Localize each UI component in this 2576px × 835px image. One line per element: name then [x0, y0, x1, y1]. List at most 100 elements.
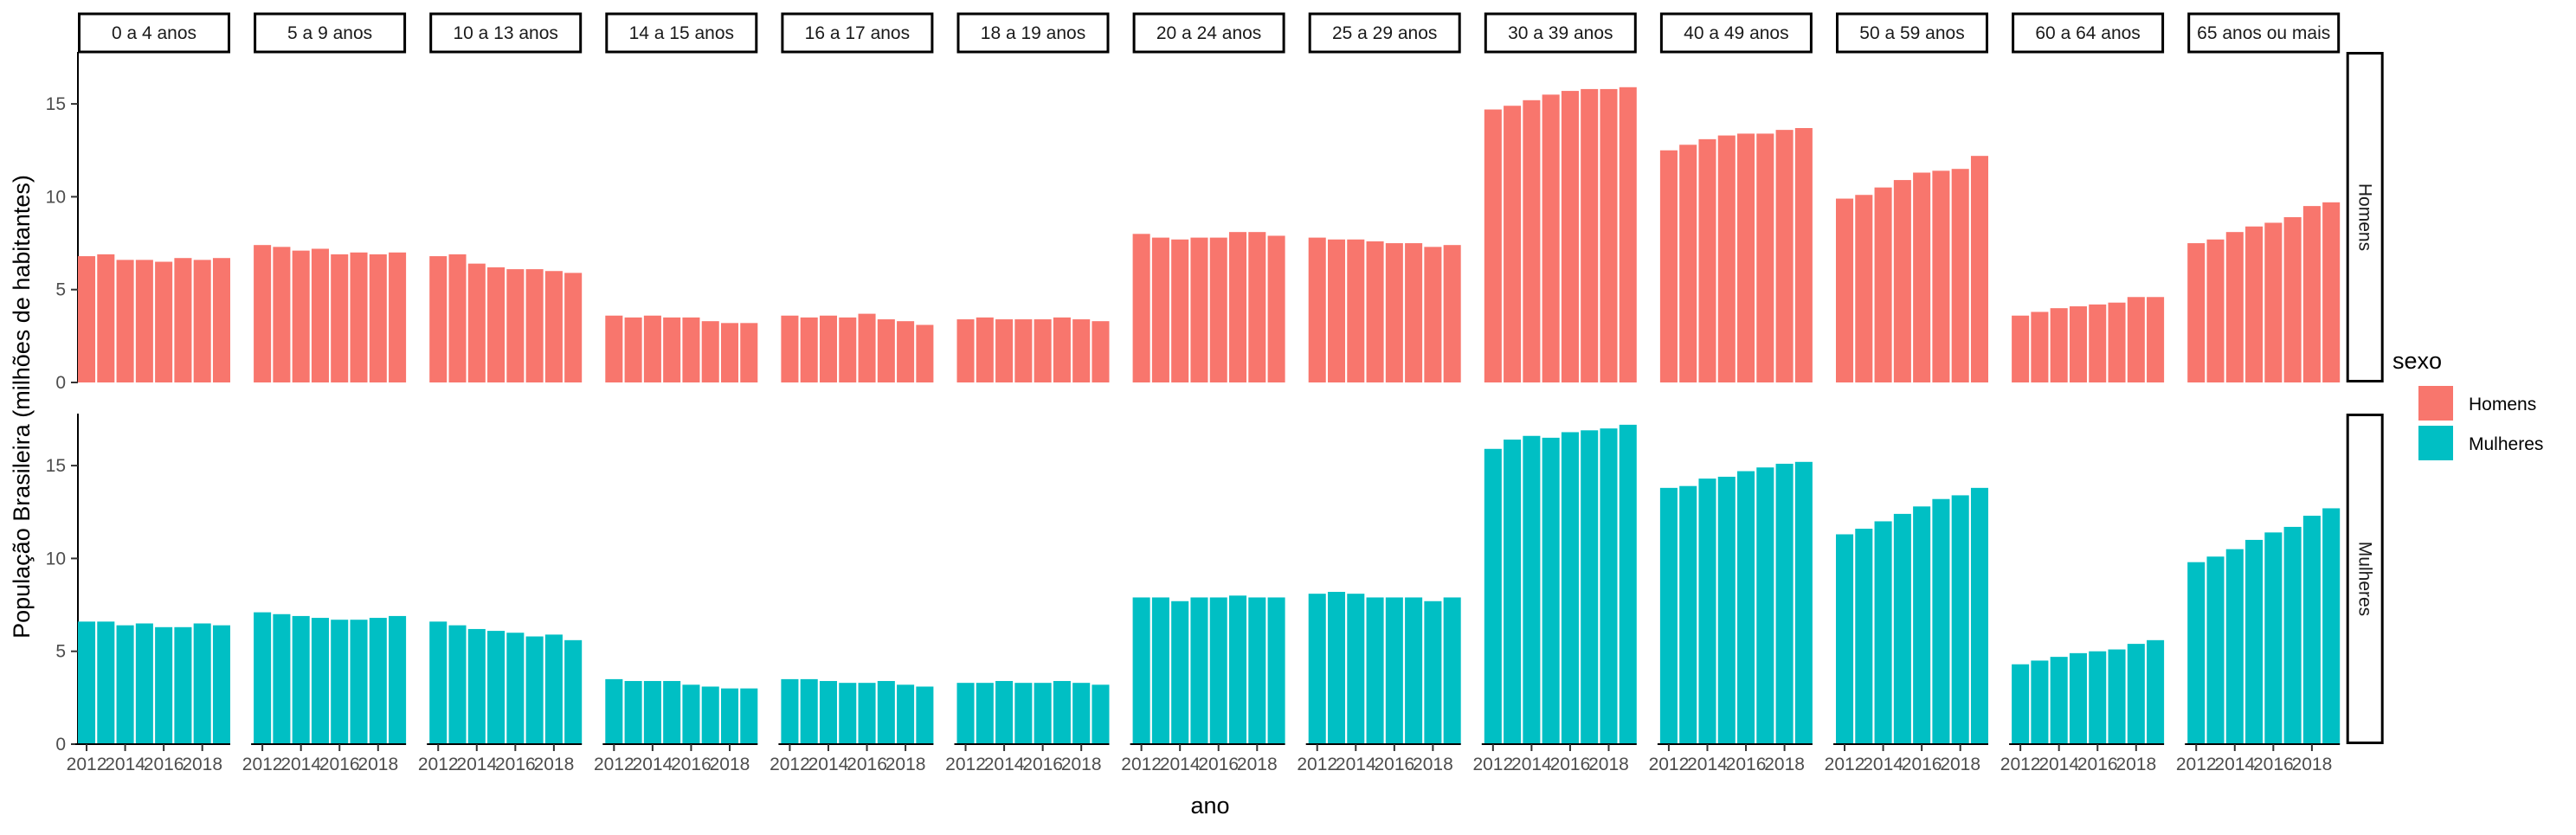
- x-tick-label: 2018: [1764, 755, 1805, 774]
- bar-mulheres-20-a-24-anos-2016: [1209, 597, 1227, 744]
- facet-strip-0-a-4-anos: [78, 12, 230, 54]
- facet-strip-14-a-15-anos: [605, 12, 758, 54]
- bar-mulheres-5-a-9-anos-2012: [254, 612, 272, 744]
- x-tick-label: 2012: [418, 755, 459, 774]
- bar-mulheres-20-a-24-anos-2012: [1132, 597, 1150, 744]
- bar-mulheres-65-anos-ou-mais-2012: [2187, 562, 2206, 744]
- x-tick-label: 2016: [1726, 755, 1767, 774]
- bar-homens-5-a-9-anos-2014: [292, 250, 310, 382]
- bar-mulheres-10-a-13-anos-2012: [429, 621, 448, 744]
- bar-mulheres-50-a-59-anos-2014: [1874, 521, 1892, 744]
- x-tick-label: 2018: [1588, 755, 1629, 774]
- bar-homens-20-a-24-anos-2019: [1267, 235, 1285, 382]
- bar-mulheres-5-a-9-anos-2013: [273, 613, 291, 744]
- bar-mulheres-25-a-29-anos-2019: [1443, 597, 1461, 744]
- bar-mulheres-14-a-15-anos-2014: [643, 681, 661, 744]
- bar-homens-18-a-19-anos-2012: [956, 319, 975, 382]
- bar-homens-14-a-15-anos-2015: [663, 317, 681, 382]
- bar-mulheres-5-a-9-anos-2018: [369, 618, 387, 744]
- bar-mulheres-10-a-13-anos-2015: [487, 631, 506, 744]
- facet-strip-label-20-a-24-anos: 20 a 24 anos: [1156, 23, 1261, 43]
- bar-homens-30-a-39-anos-2012: [1484, 109, 1502, 383]
- bar-mulheres-10-a-13-anos-2014: [467, 628, 486, 744]
- bar-homens-10-a-13-anos-2014: [467, 263, 486, 382]
- facet-strip-label-14-a-15-anos: 14 a 15 anos: [629, 23, 734, 43]
- bar-homens-10-a-13-anos-2015: [487, 267, 506, 382]
- bar-mulheres-0-a-4-anos-2019: [212, 625, 230, 744]
- bar-homens-50-a-59-anos-2015: [1893, 180, 1911, 382]
- bar-mulheres-65-anos-ou-mais-2014: [2225, 549, 2244, 744]
- facet-strip-10-a-13-anos: [429, 12, 583, 54]
- facet-strip-label-50-a-59-anos: 50 a 59 anos: [1859, 23, 1964, 43]
- bar-homens-50-a-59-anos-2018: [1951, 169, 1969, 382]
- bar-mulheres-60-a-64-anos-2015: [2069, 652, 2087, 744]
- bar-mulheres-18-a-19-anos-2016: [1034, 683, 1052, 744]
- x-tick-label: 2014: [105, 755, 145, 774]
- x-tick-label: 2014: [456, 755, 497, 774]
- bar-homens-20-a-24-anos-2015: [1190, 237, 1208, 382]
- bar-homens-0-a-4-anos-2019: [212, 258, 230, 382]
- bar-mulheres-14-a-15-anos-2012: [605, 678, 623, 744]
- bar-mulheres-14-a-15-anos-2018: [720, 688, 739, 744]
- bar-homens-60-a-64-anos-2014: [2050, 308, 2068, 382]
- bar-homens-16-a-17-anos-2017: [877, 319, 895, 382]
- bar-homens-50-a-59-anos-2012: [1836, 198, 1854, 382]
- bar-mulheres-65-anos-ou-mais-2013: [2206, 556, 2225, 744]
- bar-homens-25-a-29-anos-2019: [1443, 245, 1461, 382]
- bar-mulheres-60-a-64-anos-2017: [2108, 649, 2126, 744]
- y-tick-label: 0: [55, 735, 66, 755]
- row-strip-homens: [2346, 52, 2384, 382]
- x-tick-label: 2014: [1863, 755, 1903, 774]
- x-tick-label: 2012: [2000, 755, 2041, 774]
- row-strip-mulheres: [2346, 414, 2384, 744]
- bar-homens-30-a-39-anos-2014: [1523, 100, 1541, 382]
- bar-homens-25-a-29-anos-2013: [1327, 239, 1346, 382]
- bar-mulheres-0-a-4-anos-2014: [116, 625, 134, 744]
- x-tick-label: 2014: [2038, 755, 2079, 774]
- bar-mulheres-18-a-19-anos-2014: [995, 681, 1014, 744]
- bar-homens-40-a-49-anos-2019: [1794, 127, 1813, 382]
- bar-homens-10-a-13-anos-2013: [448, 254, 467, 382]
- bar-mulheres-10-a-13-anos-2013: [448, 625, 467, 744]
- y-tick-label: 15: [46, 94, 66, 114]
- bar-homens-10-a-13-anos-2019: [564, 273, 583, 382]
- bar-mulheres-20-a-24-anos-2015: [1190, 597, 1208, 744]
- bar-homens-25-a-29-anos-2015: [1366, 241, 1384, 382]
- bar-mulheres-30-a-39-anos-2018: [1600, 428, 1618, 744]
- bar-mulheres-16-a-17-anos-2013: [800, 678, 818, 744]
- bar-mulheres-14-a-15-anos-2016: [682, 684, 700, 744]
- bar-mulheres-65-anos-ou-mais-2019: [2322, 508, 2341, 744]
- facet-strip-16-a-17-anos: [781, 12, 934, 54]
- x-tick-label: 2012: [1472, 755, 1513, 774]
- bar-mulheres-60-a-64-anos-2016: [2089, 651, 2107, 744]
- bar-mulheres-0-a-4-anos-2016: [155, 626, 173, 744]
- bar-homens-18-a-19-anos-2017: [1053, 317, 1071, 382]
- bar-mulheres-30-a-39-anos-2015: [1542, 437, 1560, 744]
- facet-strip-label-18-a-19-anos: 18 a 19 anos: [981, 23, 1085, 43]
- bar-mulheres-50-a-59-anos-2013: [1855, 529, 1873, 744]
- bar-homens-25-a-29-anos-2016: [1385, 243, 1403, 382]
- bar-mulheres-18-a-19-anos-2019: [1092, 684, 1110, 744]
- bar-mulheres-30-a-39-anos-2013: [1504, 440, 1522, 744]
- bar-mulheres-50-a-59-anos-2018: [1951, 495, 1969, 744]
- facet-strip-label-65-anos-ou-mais: 65 anos ou mais: [2197, 23, 2330, 43]
- bar-homens-14-a-15-anos-2017: [701, 321, 719, 382]
- bar-homens-65-anos-ou-mais-2015: [2245, 226, 2264, 382]
- bar-mulheres-0-a-4-anos-2013: [97, 621, 115, 744]
- facet-strip-65-anos-ou-mais: [2187, 12, 2341, 54]
- bar-mulheres-5-a-9-anos-2016: [331, 620, 349, 744]
- bar-mulheres-60-a-64-anos-2013: [2031, 660, 2049, 744]
- facet-strip-label-30-a-39-anos: 30 a 39 anos: [1508, 23, 1613, 43]
- bar-homens-40-a-49-anos-2014: [1698, 138, 1716, 382]
- bar-mulheres-40-a-49-anos-2018: [1775, 463, 1794, 744]
- x-tick-label: 2012: [67, 755, 107, 774]
- bar-homens-14-a-15-anos-2016: [682, 317, 700, 382]
- bar-homens-50-a-59-anos-2019: [1970, 156, 1988, 382]
- bar-homens-65-anos-ou-mais-2012: [2187, 243, 2206, 382]
- x-tick-label: 2012: [1825, 755, 1865, 774]
- bar-homens-20-a-24-anos-2018: [1248, 232, 1266, 382]
- bar-homens-50-a-59-anos-2016: [1913, 172, 1931, 382]
- bar-mulheres-60-a-64-anos-2012: [2012, 664, 2030, 744]
